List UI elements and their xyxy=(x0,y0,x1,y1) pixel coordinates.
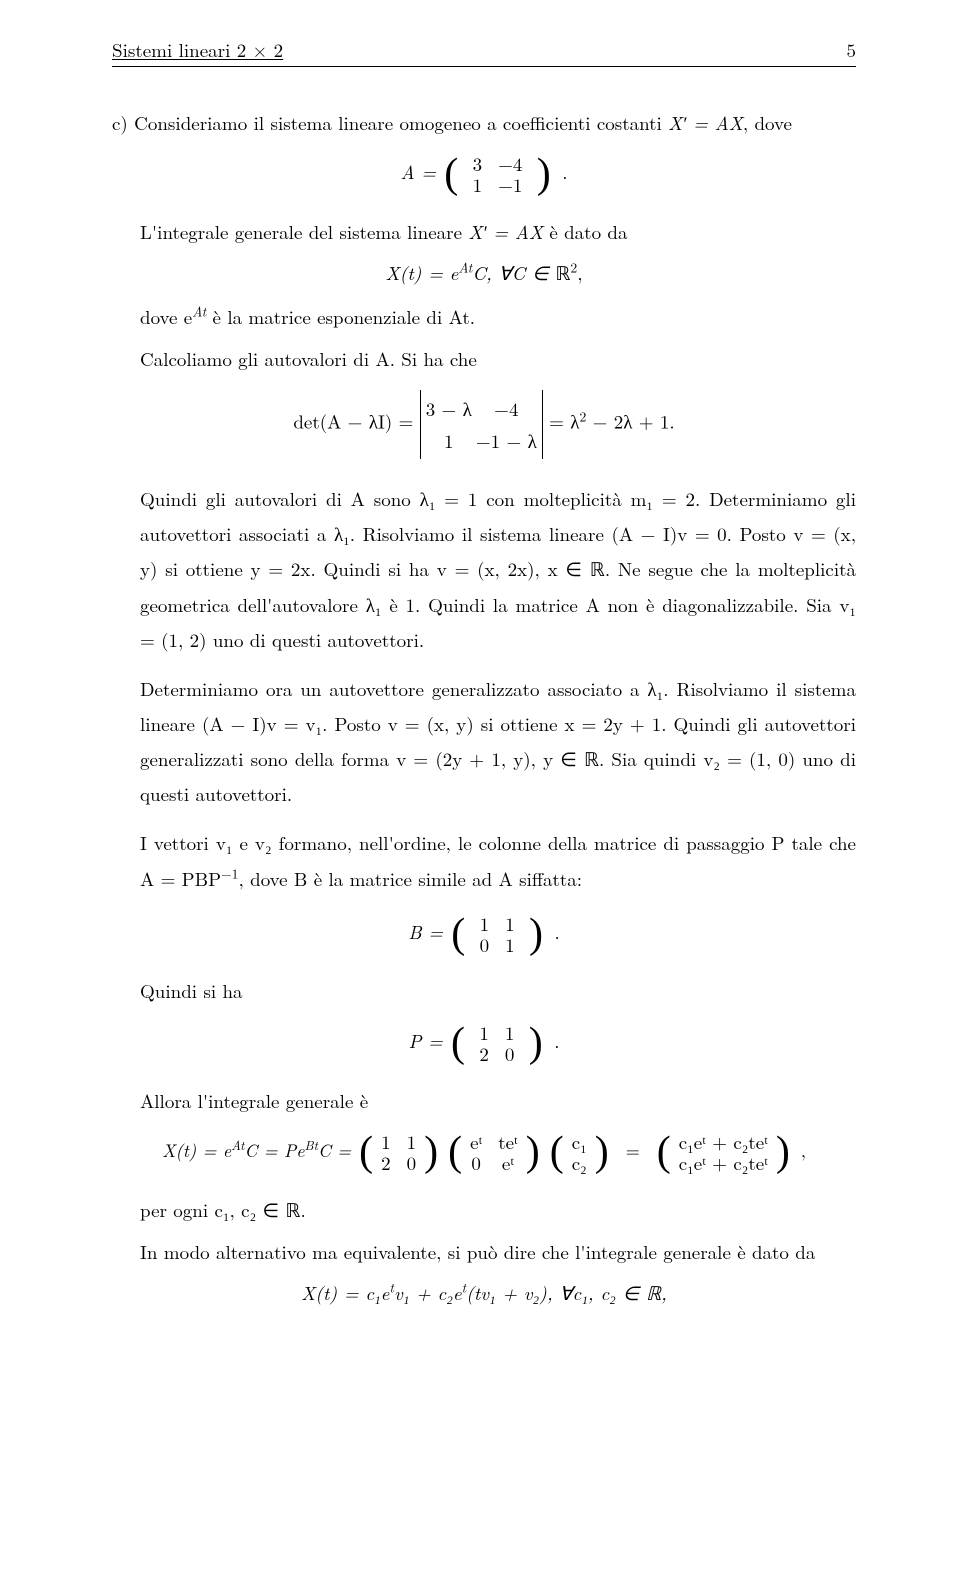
equation-det: det(A − λI) = 3 − λ−41−1 − λ = λ2 − 2λ +… xyxy=(112,390,856,459)
determinant: 3 − λ−41−1 − λ xyxy=(420,390,543,459)
running-title: Sistemi lineari 2 × 2 xyxy=(112,36,283,64)
matrix: ( 1120 ) xyxy=(451,1023,543,1065)
text: è la matrice esponenziale di At. xyxy=(206,303,475,330)
page-number: 5 xyxy=(846,36,856,64)
text: X(t) = e xyxy=(162,1138,231,1163)
running-header: Sistemi lineari 2 × 2 5 xyxy=(112,36,856,67)
paragraph: Quindi si ha xyxy=(112,977,856,1005)
paragraph: I vettori v₁ e v₂ formano, nell'ordine, … xyxy=(112,825,856,895)
matrix: (eᵗteᵗ0eᵗ) xyxy=(448,1132,540,1174)
paragraph: Calcoliamo gli autovalori di A. Si ha ch… xyxy=(112,345,856,373)
matrix: (c₁eᵗ + c₂teᵗc₁eᵗ + c₂teᵗ) xyxy=(657,1132,790,1174)
paragraph: L'integrale generale del sistema lineare… xyxy=(112,218,856,246)
text: C, ∀C ∈ xyxy=(472,259,555,286)
equation-Xt: X(t) = eAtC, ∀C ∈ ℝ2, xyxy=(112,259,856,289)
text: , dove B è la matrice simile ad A siffat… xyxy=(239,865,583,892)
paragraph: Allora l'integrale generale è xyxy=(112,1087,856,1115)
matrix-B: B = ( 1101 ) . xyxy=(112,914,856,956)
equation-Xt-alt: X(t) = c₁etv₁ + c₂et(tv₁ + v₂), ∀c₁, c₂ … xyxy=(112,1279,856,1307)
matrix-A: A = ( 3−41−1 ) . xyxy=(112,154,856,196)
text: è dato da xyxy=(543,218,627,245)
paragraph: dove eAt è la matrice esponenziale di At… xyxy=(112,303,856,331)
text: A = xyxy=(400,158,436,185)
matrix: ( 3−41−1 ) xyxy=(444,154,550,196)
text: X(t) = c₁e xyxy=(301,1279,389,1306)
item-c-intro: c) Consideriamo il sistema lineare omoge… xyxy=(112,109,856,137)
text: P = xyxy=(408,1027,442,1054)
equation-general: X(t) = eAtC = PeBtC = (1120) (eᵗteᵗ0eᵗ) … xyxy=(112,1132,856,1174)
text: , dove xyxy=(743,109,792,136)
text: (tv₁ + v₂), ∀c₁, c₂ ∈ ℝ, xyxy=(466,1279,667,1306)
page: Sistemi lineari 2 × 2 5 c) Consideriamo … xyxy=(0,0,960,1577)
text: = λ xyxy=(549,408,579,435)
text: L'integrale generale del sistema lineare xyxy=(140,218,468,245)
paragraph: Determiniamo ora un autovettore generali… xyxy=(112,671,856,812)
text: dove e xyxy=(140,303,192,330)
text: B = xyxy=(408,918,443,945)
matrix: (1120) xyxy=(359,1132,438,1174)
math-inline: X′ = AX xyxy=(668,109,743,136)
text: X(t) = e xyxy=(385,259,458,286)
text: c) Consideriamo il sistema lineare omoge… xyxy=(112,109,668,136)
text: C = xyxy=(318,1138,351,1163)
text: C = Pe xyxy=(244,1138,304,1163)
paragraph: per ogni c₁, c₂ ∈ ℝ. xyxy=(112,1196,856,1224)
text: det(A − λI) = xyxy=(293,408,413,435)
matrix: ( 1101 ) xyxy=(451,914,543,956)
text: , xyxy=(577,259,582,286)
paragraph: Quindi gli autovalori di A sono λ₁ = 1 c… xyxy=(112,481,856,657)
math-inline: X′ = AX xyxy=(468,218,543,245)
paragraph: In modo alternativo ma equivalente, si p… xyxy=(112,1238,856,1266)
matrix-P: P = ( 1120 ) . xyxy=(112,1023,856,1065)
matrix: (c₁c₂) xyxy=(550,1132,609,1174)
text: − 2λ + 1. xyxy=(586,408,674,435)
text: v₁ + c₂e xyxy=(394,1279,462,1306)
